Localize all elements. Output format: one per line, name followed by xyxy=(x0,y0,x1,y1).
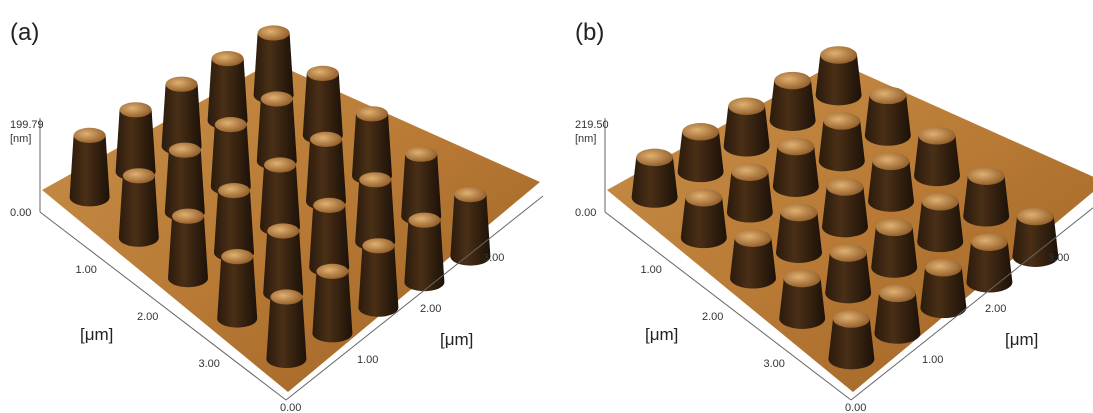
pillar-top xyxy=(215,117,247,132)
pillar xyxy=(70,135,110,206)
pillar-top xyxy=(919,127,956,144)
right-tick-label: 2.00 xyxy=(985,303,1006,315)
pillar-top xyxy=(212,51,244,66)
pillar-top xyxy=(685,189,722,206)
figure: (a) 199.79 [nm] 0.00 1.00 1.00 2.00 2.00 3.00 3.0… xyxy=(0,0,1093,413)
pillar xyxy=(312,271,352,342)
right-axis-label: [μm] xyxy=(440,330,473,349)
pillar-top xyxy=(267,223,299,238)
left-tick-label: 2.00 xyxy=(137,311,158,323)
pillar-top xyxy=(221,249,253,264)
pillar-top xyxy=(74,128,106,143)
pillar xyxy=(217,257,257,328)
pillar-top xyxy=(264,157,296,172)
pillar-top xyxy=(728,97,765,114)
pillar-top xyxy=(876,219,913,236)
pillar-top xyxy=(1017,208,1054,225)
z-max-label: 219.50 xyxy=(575,119,609,131)
panel-label: (a) xyxy=(10,19,39,46)
left-tick-label: 3.00 xyxy=(764,358,785,370)
pillar-top xyxy=(777,138,814,155)
pillar-top xyxy=(827,178,864,195)
left-tick-label: 2.00 xyxy=(702,311,723,323)
pillar-top xyxy=(784,270,821,287)
right-tick-label: 3.00 xyxy=(1048,252,1069,264)
right-tick-label: 2.00 xyxy=(420,303,441,315)
z-min-label: 0.00 xyxy=(10,207,31,219)
right-axis-label: [μm] xyxy=(1005,330,1038,349)
pillar-top xyxy=(922,193,959,210)
pillar-top xyxy=(636,149,673,166)
pillar xyxy=(358,246,398,317)
pillar xyxy=(404,220,444,291)
pillar-top xyxy=(123,168,155,183)
pillar-top xyxy=(270,289,302,304)
pillar-top xyxy=(405,147,437,162)
z-min-label: 0.00 xyxy=(575,207,596,219)
left-tick-label: 1.00 xyxy=(641,264,662,276)
z-unit: [nm] xyxy=(575,133,596,145)
pillar-top xyxy=(310,132,342,147)
pillar-top xyxy=(313,198,345,213)
pillar-top xyxy=(120,102,152,117)
pillar-top xyxy=(781,204,818,221)
pillar-top xyxy=(971,233,1008,250)
pillar-top xyxy=(873,153,910,170)
right-origin-label: 0.00 xyxy=(845,402,866,413)
pillar-top xyxy=(731,163,768,180)
pillar-top xyxy=(359,172,391,187)
pillar-top xyxy=(316,264,348,279)
pillar-top xyxy=(356,106,388,121)
panel-a: (a) 199.79 [nm] 0.00 1.00 1.00 2.00 2.00 3.00 3.0… xyxy=(10,19,543,413)
pillar-top xyxy=(682,123,719,140)
left-tick-label: 1.00 xyxy=(76,264,97,276)
left-tick-label: 3.00 xyxy=(199,358,220,370)
pillar xyxy=(266,297,306,368)
z-unit: [nm] xyxy=(10,133,31,145)
pillar-top xyxy=(307,66,339,81)
panel-b: (b) 219.50 [nm] 0.00 1.00 1.00 2.00 2.00 3.00 3.0… xyxy=(575,19,1093,413)
pillar xyxy=(168,216,208,287)
pillar-top xyxy=(169,143,201,158)
pillar-top xyxy=(925,259,962,276)
right-tick-label: 1.00 xyxy=(357,354,378,366)
right-origin-label: 0.00 xyxy=(280,402,301,413)
left-axis-label: [μm] xyxy=(80,325,113,344)
pillar-top xyxy=(258,25,290,40)
z-max-label: 199.79 xyxy=(10,119,44,131)
right-tick-label: 3.00 xyxy=(483,252,504,264)
pillar-top xyxy=(774,72,811,89)
pillar-top xyxy=(454,187,486,202)
pillar-top xyxy=(261,91,293,106)
pillar-top xyxy=(820,46,857,63)
pillar-top xyxy=(830,244,867,261)
pillar-top xyxy=(408,213,440,228)
right-tick-label: 1.00 xyxy=(922,354,943,366)
pillar-top xyxy=(362,238,394,253)
panel-label: (b) xyxy=(575,19,604,46)
pillar-top xyxy=(218,183,250,198)
pillar-top xyxy=(172,209,204,224)
pillar-top xyxy=(823,112,860,129)
pillar-top xyxy=(166,77,198,92)
left-axis-label: [μm] xyxy=(645,325,678,344)
pillar-top xyxy=(968,167,1005,184)
pillar xyxy=(119,176,159,247)
pillar-top xyxy=(869,87,906,104)
pillar-top xyxy=(879,285,916,302)
pillar-top xyxy=(735,229,772,246)
pillar-top xyxy=(833,310,870,327)
